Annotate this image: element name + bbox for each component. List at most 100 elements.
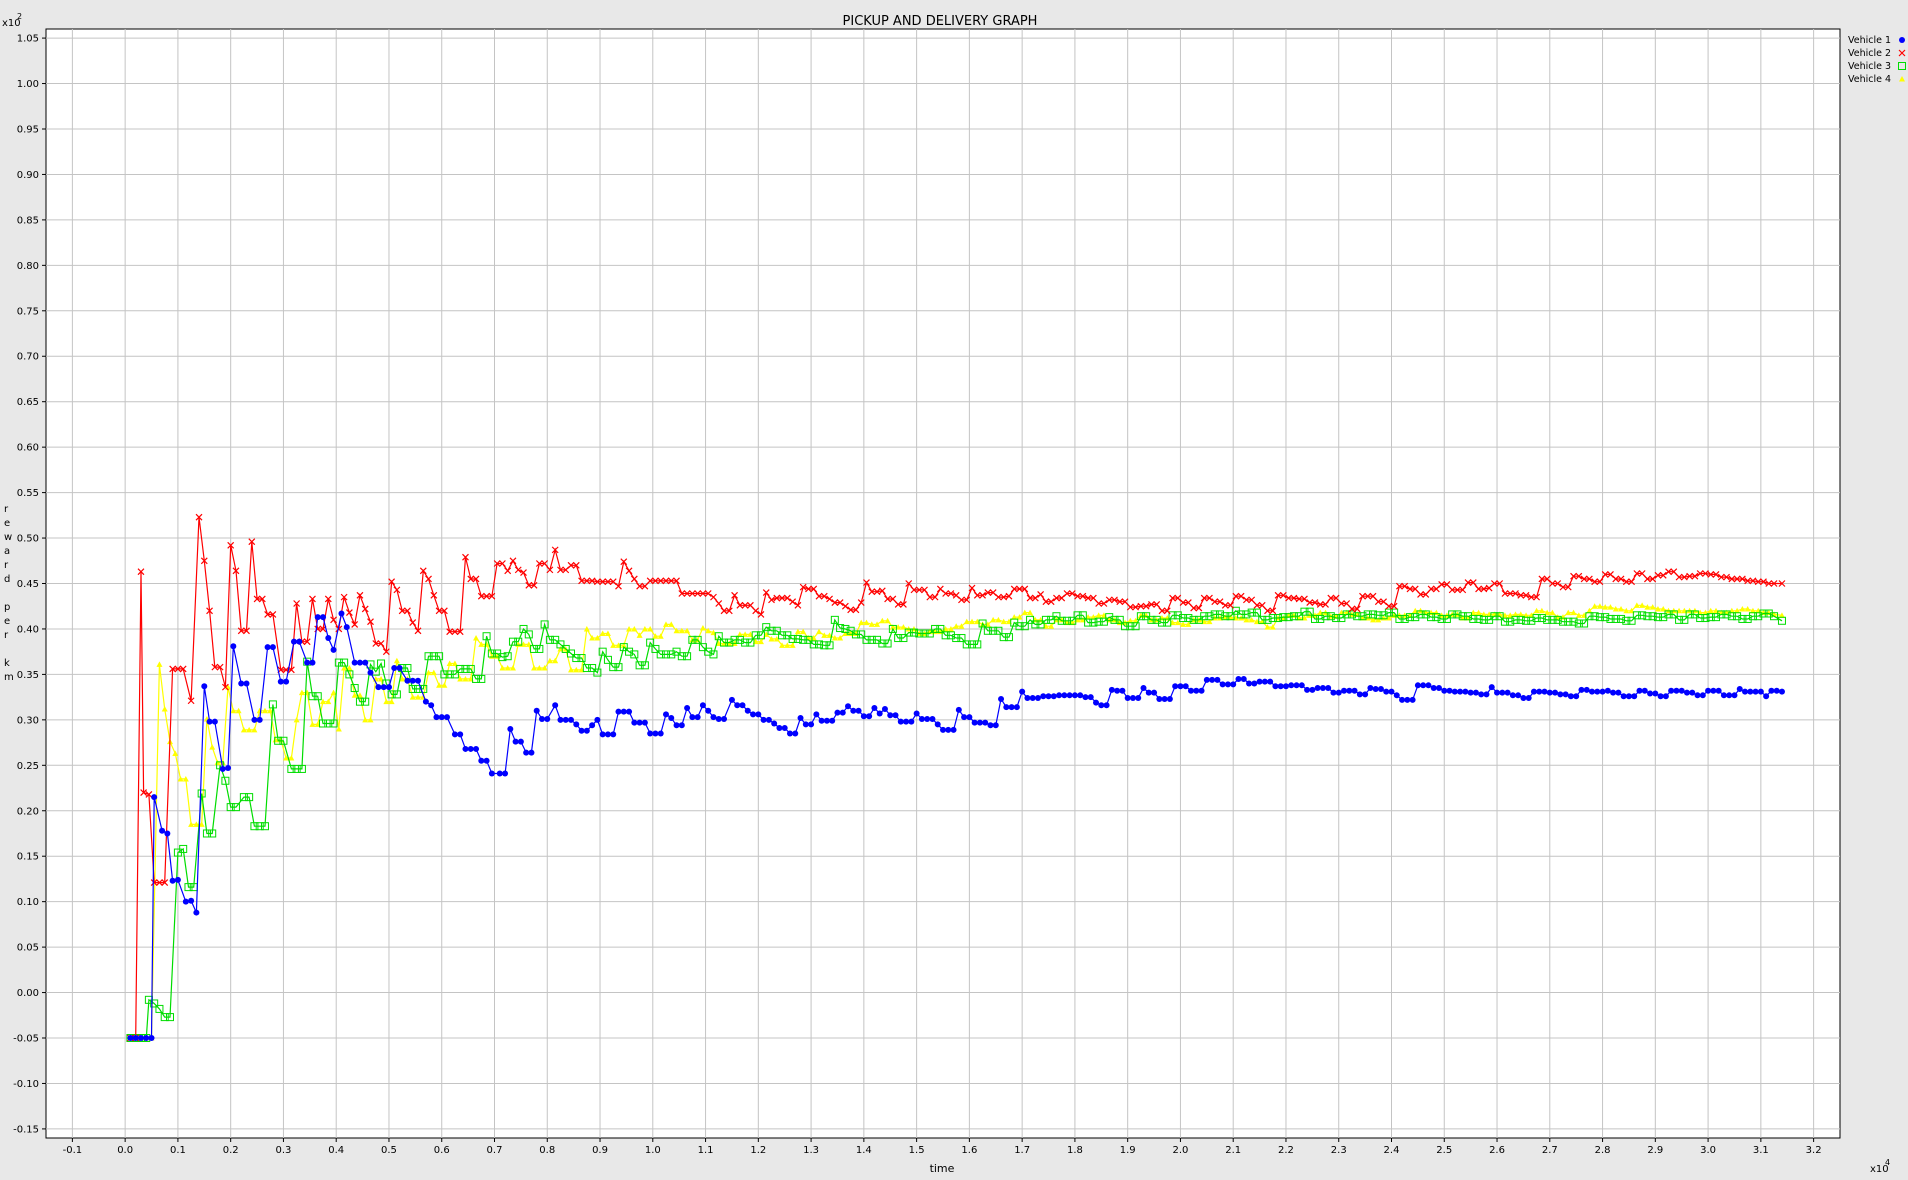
marker-x	[1564, 583, 1572, 591]
marker-triangle	[509, 665, 516, 671]
marker-dot	[1346, 687, 1353, 694]
marker-square	[1564, 617, 1573, 626]
marker-square	[445, 670, 454, 679]
marker-triangle	[1048, 623, 1055, 629]
marker-triangle	[446, 660, 453, 666]
marker-x	[1728, 575, 1736, 583]
marker-dot	[251, 716, 258, 723]
marker-triangle	[1549, 609, 1556, 616]
marker-square	[952, 634, 961, 643]
marker-x	[1628, 578, 1636, 586]
marker-x	[1591, 578, 1599, 586]
marker-dot	[1736, 685, 1743, 692]
marker-dot	[1108, 686, 1115, 693]
marker-dot	[1388, 688, 1395, 695]
marker-dot	[1620, 693, 1627, 700]
marker-dot	[1066, 692, 1073, 699]
marker-triangle	[1734, 607, 1741, 614]
marker-square	[456, 664, 465, 673]
marker-square	[1696, 614, 1705, 623]
marker-triangle	[536, 665, 543, 671]
y-axis-label-char: w	[4, 532, 12, 543]
marker-x	[1053, 594, 1060, 602]
marker-square	[730, 635, 739, 644]
marker-triangle	[1749, 607, 1756, 614]
marker-x	[1770, 580, 1778, 587]
marker-square	[1163, 618, 1172, 627]
marker-square	[888, 624, 897, 633]
marker-dot	[755, 711, 762, 718]
marker-dot	[1235, 675, 1242, 682]
marker-dot	[1441, 687, 1448, 694]
marker-x	[393, 586, 401, 594]
marker-dot	[264, 644, 271, 651]
marker-triangle	[541, 665, 548, 671]
marker-dot	[818, 717, 825, 724]
marker-square	[1110, 615, 1119, 624]
marker-x	[258, 595, 266, 603]
marker-triangle	[1180, 621, 1187, 627]
marker-square	[1015, 622, 1024, 631]
legend-label: Vehicle 2	[1848, 48, 1891, 59]
marker-dot	[573, 721, 580, 728]
marker-dot	[589, 722, 596, 729]
marker-square	[477, 674, 486, 683]
marker-triangle	[636, 632, 643, 638]
marker-triangle	[499, 665, 506, 671]
marker-square	[1733, 612, 1742, 621]
marker-square	[1458, 612, 1467, 621]
marker-dot	[1124, 695, 1131, 702]
marker-square	[1321, 612, 1330, 621]
marker-triangle	[1649, 604, 1656, 610]
marker-dot	[881, 705, 888, 712]
marker-triangle	[293, 716, 300, 723]
series-markers	[126, 513, 1786, 1042]
marker-dot	[765, 716, 772, 723]
marker-dot	[1335, 689, 1342, 696]
marker-dot	[934, 721, 941, 728]
marker-dot	[734, 702, 741, 709]
x-tick-label: 3.2	[1806, 1145, 1822, 1156]
marker-triangle	[678, 627, 685, 634]
marker-dot	[1610, 689, 1617, 696]
marker-dot	[1541, 688, 1548, 695]
marker-dot	[1567, 693, 1574, 700]
marker-square	[598, 647, 607, 656]
marker-triangle	[188, 821, 195, 827]
marker-square	[1094, 617, 1103, 626]
marker-triangle	[346, 665, 353, 671]
marker-square	[1242, 610, 1251, 619]
marker-triangle	[1174, 619, 1181, 626]
marker-dot	[1594, 688, 1601, 695]
marker-x	[847, 606, 855, 614]
marker-dot	[238, 680, 245, 687]
marker-dot	[1029, 695, 1036, 702]
x-tick-label: 3.1	[1753, 1145, 1769, 1156]
marker-dot	[781, 725, 788, 732]
x-tick-label: 2.9	[1647, 1145, 1663, 1156]
marker-triangle	[172, 750, 179, 756]
marker-square	[1363, 610, 1372, 619]
y-tick-label: 0.95	[17, 124, 39, 135]
marker-x	[1153, 600, 1161, 608]
marker-triangle	[631, 625, 638, 632]
marker-square	[1569, 617, 1578, 626]
marker-x	[720, 607, 728, 615]
x-multiplier-label: x10 4	[1870, 1158, 1890, 1175]
marker-dot	[744, 707, 751, 714]
y-tick-label: 0.25	[17, 761, 39, 772]
marker-x	[1691, 572, 1699, 580]
marker-x	[805, 585, 812, 593]
marker-square	[1289, 612, 1298, 621]
marker-x	[1622, 578, 1630, 586]
marker-dot	[887, 712, 894, 719]
chart-title: PICKUP AND DELIVERY GRAPH	[843, 14, 1038, 29]
marker-dot	[523, 749, 530, 756]
marker-x	[551, 546, 559, 554]
series-markers	[127, 610, 1785, 1042]
marker-square	[355, 697, 364, 706]
marker-x	[1079, 592, 1087, 600]
marker-triangle	[546, 657, 553, 664]
marker-dot	[1224, 681, 1231, 688]
legend-item: Vehicle 1	[1848, 35, 1905, 46]
